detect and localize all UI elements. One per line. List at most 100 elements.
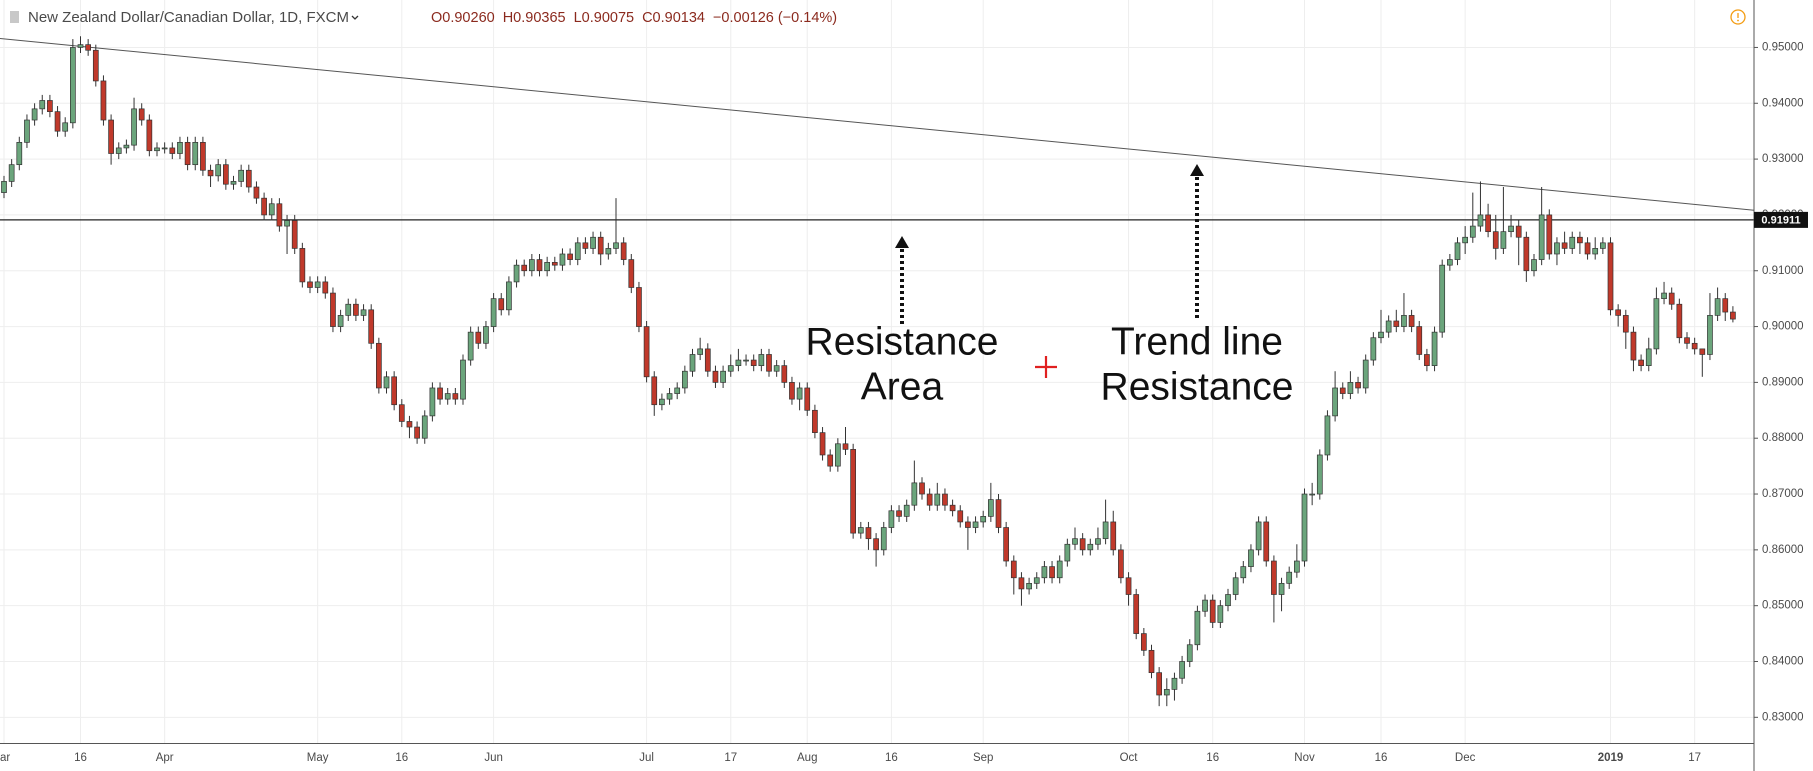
y-tick-label: 0.86000	[1762, 544, 1804, 556]
x-tick-label: 16	[74, 752, 87, 764]
candle-body	[834, 443, 841, 467]
candle-body	[880, 527, 887, 551]
candle-body	[291, 220, 298, 249]
candle-body	[1033, 577, 1040, 584]
candle-body	[452, 393, 459, 400]
x-tick-label: Jun	[484, 752, 503, 764]
candle-body	[62, 122, 69, 132]
candle-body	[1691, 342, 1698, 350]
candle-body	[1110, 521, 1117, 551]
candle-body	[1156, 672, 1163, 696]
candle-body	[1393, 320, 1400, 327]
candle-body	[1309, 493, 1316, 496]
candle-body	[934, 493, 941, 506]
candle-body	[1446, 259, 1453, 266]
x-tick-label: May	[307, 752, 329, 764]
candle-body	[720, 370, 726, 383]
candle-body	[1668, 292, 1675, 305]
candle-body	[1500, 231, 1507, 249]
candle-body	[620, 242, 627, 260]
candle-body	[727, 365, 734, 372]
candle-body	[376, 342, 382, 389]
candle-body	[169, 147, 176, 154]
candle-body	[1079, 538, 1086, 551]
candle-body	[261, 197, 267, 216]
candle-body	[192, 141, 199, 166]
candle-body	[1385, 320, 1392, 333]
candle-body	[77, 44, 84, 48]
candle-body	[1232, 577, 1239, 595]
candle-body	[911, 482, 918, 506]
candle-body	[391, 376, 397, 406]
candle-body	[903, 504, 910, 517]
candle-body	[1477, 214, 1484, 227]
candle-body	[437, 387, 443, 400]
candle-body	[528, 259, 535, 272]
candle-body	[789, 382, 795, 400]
candle-body	[1485, 214, 1491, 233]
candle-body	[1118, 549, 1124, 579]
y-tick-label: 0.83000	[1762, 711, 1804, 723]
candle-body	[567, 253, 573, 260]
price-label-bg	[1754, 211, 1808, 228]
candle-body	[1347, 382, 1354, 394]
candle-body	[47, 100, 53, 112]
dropdown-chevron[interactable]	[351, 15, 359, 20]
arrow-head	[1190, 164, 1204, 176]
candle-body	[1523, 236, 1530, 272]
annotation-text: Resistance	[1101, 365, 1294, 408]
candle-body	[781, 365, 788, 383]
candle-body	[980, 516, 987, 523]
ohlc-value: L0.90075	[574, 10, 634, 26]
candle-body	[1431, 331, 1438, 366]
candle-body	[1301, 493, 1308, 562]
alert-icon[interactable]	[1730, 9, 1746, 25]
candle-body	[819, 432, 826, 456]
x-tick-label: 16	[1206, 752, 1219, 764]
candle-body	[605, 248, 612, 255]
candle-body	[1202, 599, 1208, 612]
candle-body	[1010, 560, 1017, 579]
candle-body	[536, 259, 543, 272]
candle-body	[643, 326, 650, 378]
candle-body	[498, 298, 505, 311]
candle-body	[896, 510, 902, 517]
candle-body	[322, 281, 329, 294]
candle-body	[766, 354, 772, 372]
candle-body	[253, 186, 260, 199]
candle-body	[16, 141, 23, 166]
candle-body	[551, 262, 558, 266]
candle-body	[1217, 605, 1224, 623]
candle-body	[353, 303, 359, 316]
candle-body	[1355, 382, 1361, 389]
candle-body	[1454, 242, 1461, 260]
candle-body	[92, 49, 99, 82]
ohlc-value: H0.90365	[503, 10, 566, 26]
candle-body	[299, 248, 306, 283]
candle-body	[8, 164, 15, 182]
candle-body	[1026, 582, 1032, 590]
y-tick-label: 0.93000	[1762, 153, 1804, 165]
candle-body	[865, 527, 872, 540]
y-tick-label: 0.91000	[1762, 265, 1804, 277]
candle-body	[483, 326, 489, 344]
candle-body	[1592, 248, 1599, 255]
symbol-title[interactable]: New Zealand Dollar/Canadian Dollar, 1D, …	[28, 9, 349, 26]
candle-body	[1186, 644, 1193, 662]
candle-body	[1, 181, 7, 193]
candle-body	[827, 454, 834, 467]
candle-body	[1255, 521, 1262, 551]
candle-body	[31, 108, 38, 121]
ohlc-value: O0.90260	[431, 10, 495, 26]
y-tick-label: 0.84000	[1762, 656, 1804, 668]
x-tick-label: 17	[724, 752, 737, 764]
candle-body	[704, 348, 711, 372]
candle-body	[636, 287, 642, 327]
candle-body	[245, 169, 252, 188]
candle-body	[330, 292, 336, 327]
candle-body	[1286, 571, 1293, 584]
candle-body	[521, 264, 528, 272]
candle-body	[1653, 298, 1660, 350]
candle-body	[1508, 225, 1514, 233]
